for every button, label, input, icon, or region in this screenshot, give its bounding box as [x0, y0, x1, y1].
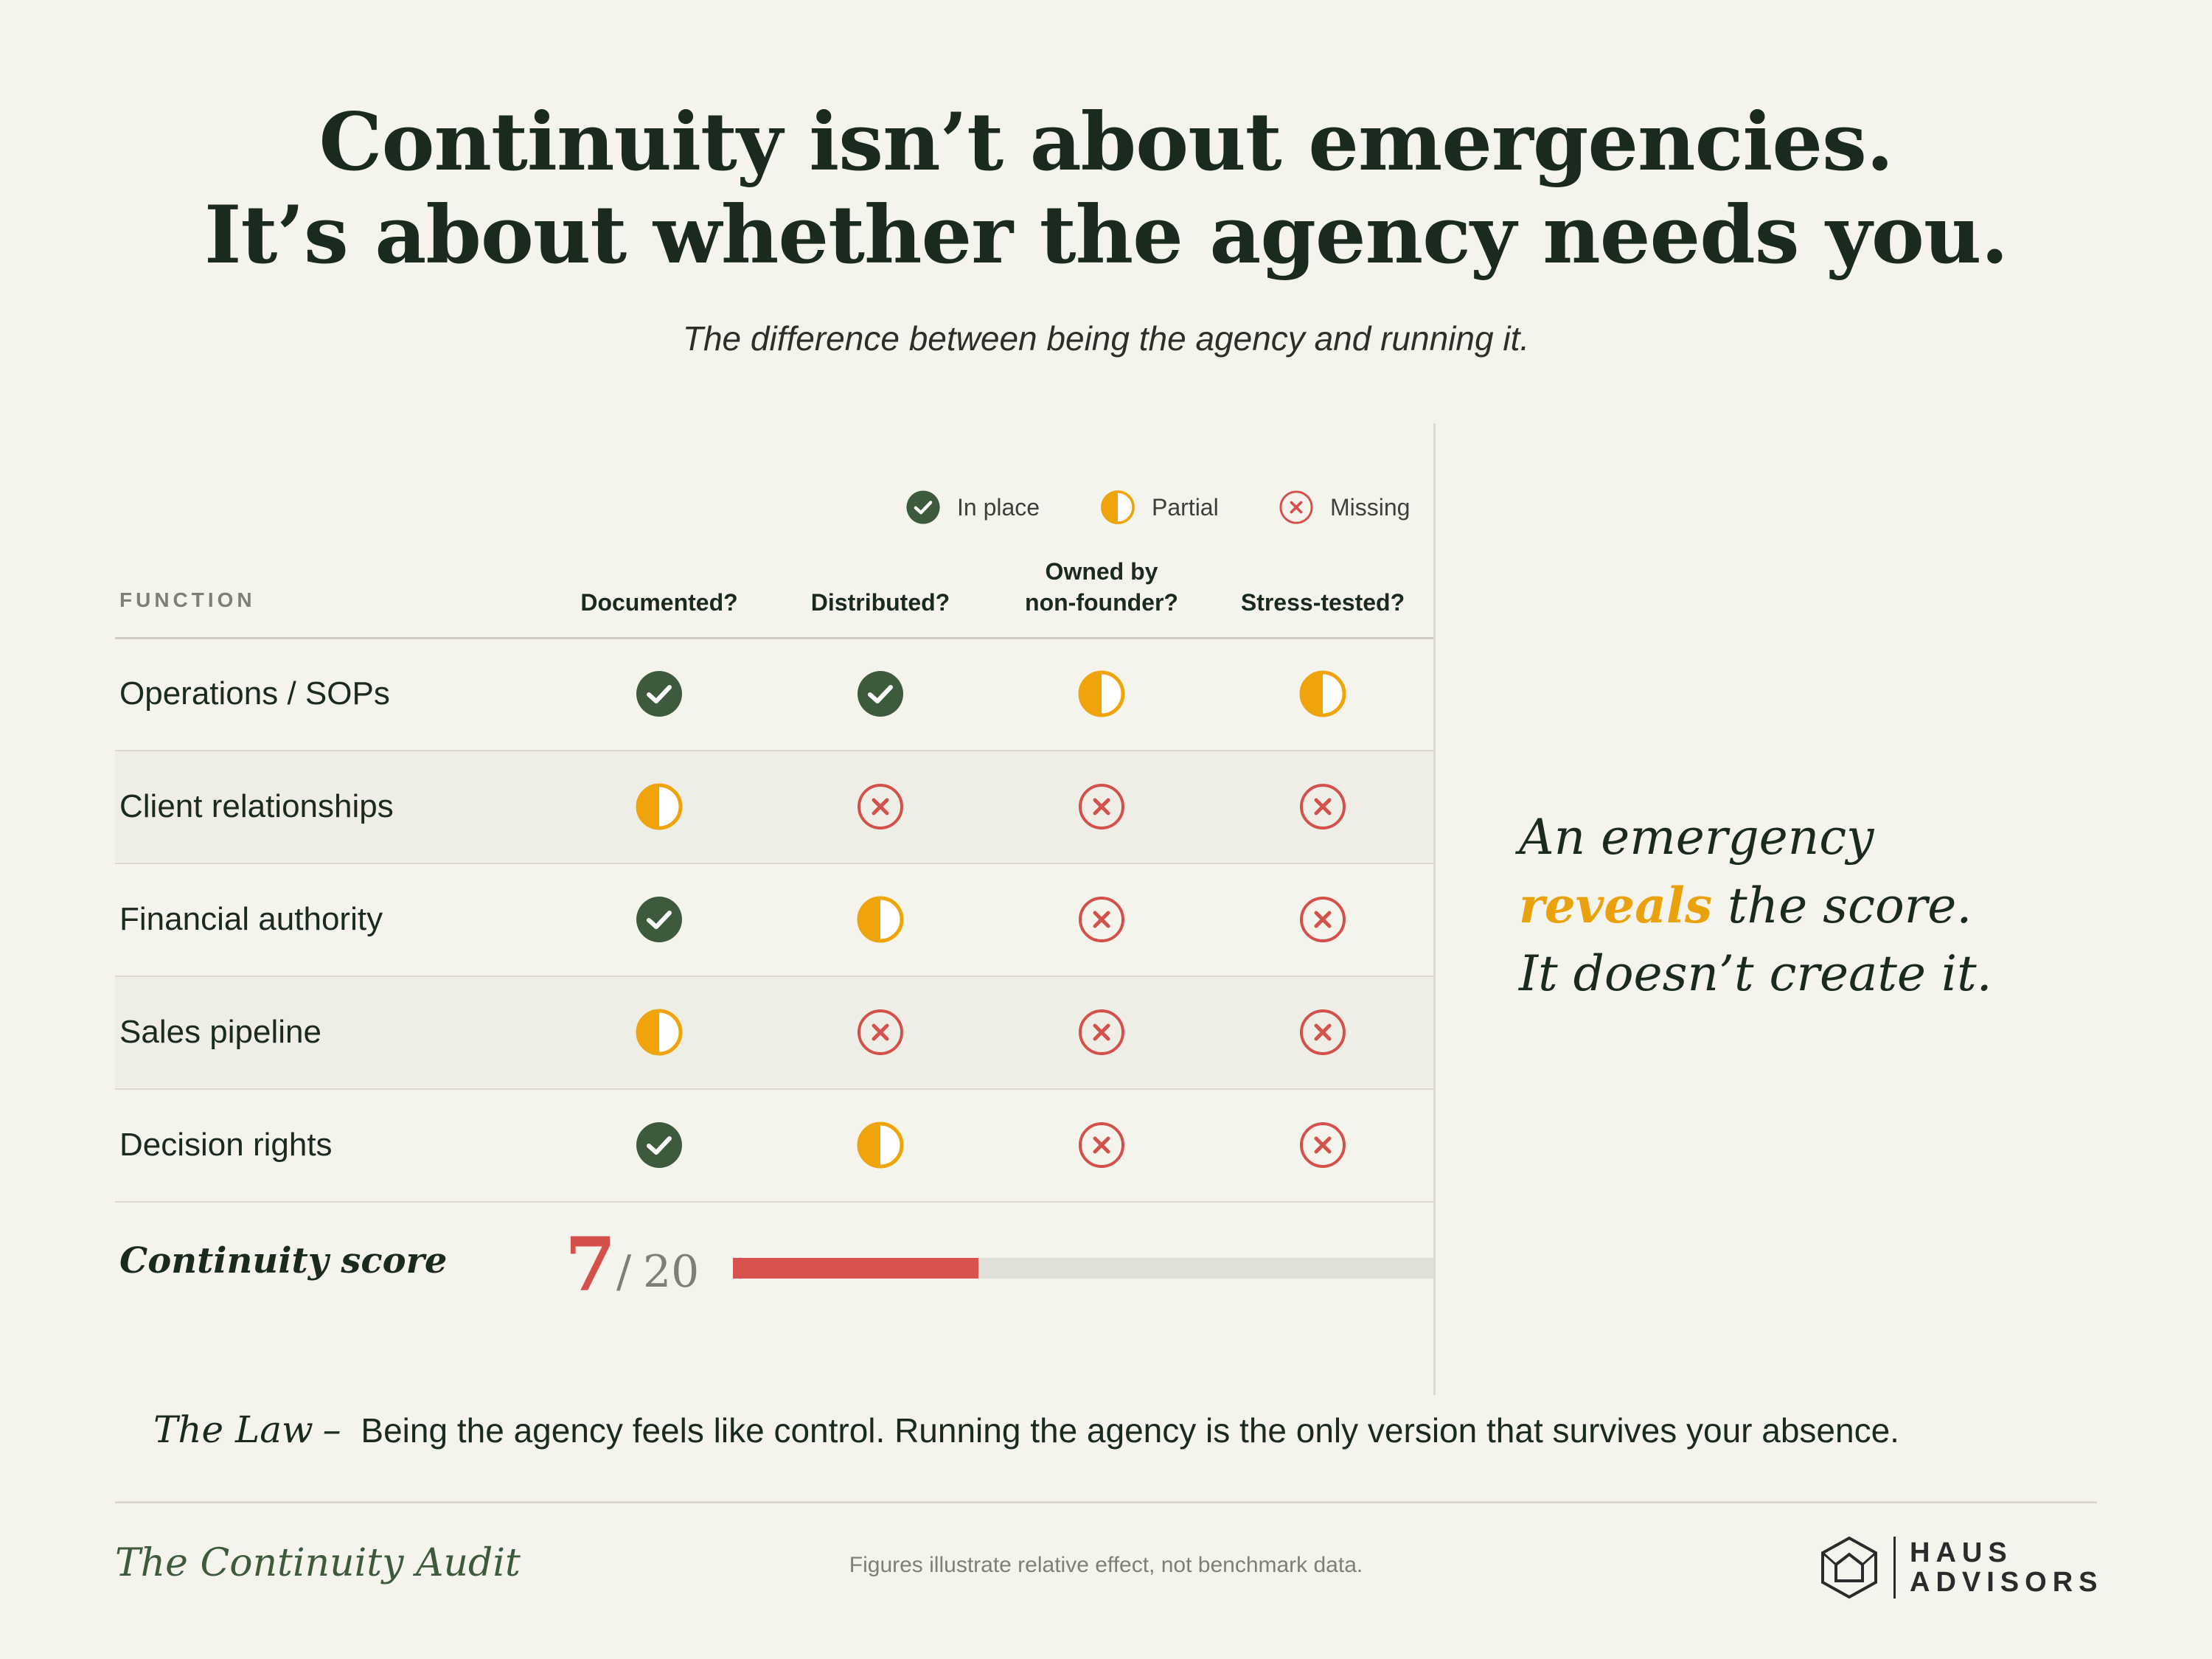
x-circle-icon: [1279, 490, 1314, 525]
score-bar-fill: [733, 1258, 978, 1279]
law-dash: –: [322, 1408, 341, 1451]
column-header-line-1: [1212, 556, 1433, 587]
brand-separator: [1893, 1537, 1896, 1599]
row-label-financial-authority: Financial authority: [119, 901, 383, 937]
row-divider: [115, 1201, 1433, 1203]
footer-note: Figures illustrate relative effect, not …: [849, 1553, 1363, 1577]
score-value: 7: [565, 1221, 616, 1308]
column-header-line-1: [770, 556, 991, 587]
x-circle-icon: [1298, 895, 1347, 944]
half-circle-icon: [1100, 490, 1135, 525]
x-circle-icon: [856, 1008, 905, 1057]
table-header-rule: [115, 637, 1433, 639]
legend-missing: Missing: [1279, 487, 1410, 528]
score-separator: /: [616, 1246, 632, 1298]
column-header-line-1: [549, 556, 770, 587]
score-total: 20: [643, 1246, 700, 1298]
row-label-sales-pipeline: Sales pipeline: [119, 1014, 321, 1050]
row-divider: [115, 1088, 1433, 1090]
x-circle-icon: [1077, 782, 1126, 831]
legend-partial: Partial: [1100, 487, 1219, 528]
column-header-documented: Documented?: [549, 556, 770, 618]
x-circle-icon: [1077, 1121, 1126, 1169]
subtitle: The difference between being the agency …: [682, 319, 1530, 358]
column-header-line-2: Stress-tested?: [1240, 589, 1405, 616]
half-circle-icon: [856, 895, 905, 944]
footer-title: The Continuity Audit: [115, 1541, 521, 1585]
half-circle-icon: [635, 1008, 684, 1057]
footer-rule: [115, 1501, 2097, 1503]
half-circle-icon: [856, 1121, 905, 1169]
headline-line-1: Continuity isn’t about emergencies.: [319, 96, 1894, 189]
score-bar-track: [733, 1258, 1433, 1279]
brand-name-line-2: ADVISORS: [1910, 1567, 2104, 1598]
quote-line-1: An emergency: [1519, 809, 1874, 866]
row-label-decision-rights: Decision rights: [119, 1127, 333, 1163]
row-background: [115, 977, 1433, 1088]
legend-in-place: In place: [905, 487, 1040, 528]
function-header: FUNCTION: [119, 588, 256, 611]
row-divider: [115, 975, 1433, 977]
column-header-owned: Owned by non-founder?: [991, 556, 1212, 618]
check-icon: [635, 669, 684, 718]
score-label: Continuity score: [119, 1240, 448, 1281]
column-header-line-2: non-founder?: [1025, 589, 1178, 616]
law-text: Being the agency feels like control. Run…: [361, 1411, 1899, 1450]
row-label-operations: Operations / SOPs: [119, 675, 390, 712]
column-header-line-1: Owned by: [1045, 558, 1158, 585]
row-divider: [115, 863, 1433, 864]
x-circle-icon: [1298, 1121, 1347, 1169]
pull-quote: An emergency reveals the score. It doesn…: [1519, 804, 2183, 1008]
column-header-distributed: Distributed?: [770, 556, 991, 618]
x-circle-icon: [1077, 895, 1126, 944]
headline-line-2: It’s about whether the agency needs you.: [204, 189, 2008, 282]
column-header-stress-tested: Stress-tested?: [1212, 556, 1433, 618]
x-circle-icon: [856, 782, 905, 831]
column-header-line-2: Distributed?: [810, 589, 950, 616]
row-background: [115, 751, 1433, 862]
law-title: The Law: [153, 1408, 313, 1451]
x-circle-icon: [1077, 1008, 1126, 1057]
x-circle-icon: [1298, 1008, 1347, 1057]
brand-name-line-1: HAUS: [1910, 1537, 2013, 1568]
quote-highlight: reveals: [1519, 877, 1713, 934]
check-icon: [635, 895, 684, 944]
headline: Continuity isn’t about emergencies. It’s…: [0, 96, 2212, 282]
law-statement: The Law – Being the agency feels like co…: [153, 1408, 2144, 1451]
check-icon: [905, 490, 941, 525]
legend-in-place-label: In place: [957, 493, 1040, 521]
half-circle-icon: [1077, 669, 1126, 718]
half-circle-icon: [635, 782, 684, 831]
quote-line-3: It doesn’t create it.: [1519, 945, 1992, 1002]
check-icon: [635, 1121, 684, 1169]
x-circle-icon: [1298, 782, 1347, 831]
house-hexagon-icon: [1821, 1536, 1877, 1599]
brand-logo: HAUS ADVISORS: [1817, 1531, 2112, 1604]
quote-line-2: reveals the score.: [1519, 872, 2183, 940]
row-divider: [115, 750, 1433, 751]
check-icon: [856, 669, 905, 718]
column-header-line-2: Documented?: [580, 589, 738, 616]
legend-partial-label: Partial: [1152, 493, 1219, 521]
row-label-client-relationships: Client relationships: [119, 788, 394, 824]
legend-missing-label: Missing: [1330, 493, 1411, 521]
vertical-divider: [1433, 423, 1436, 1395]
quote-line-2-rest: the score.: [1712, 877, 1972, 934]
half-circle-icon: [1298, 669, 1347, 718]
